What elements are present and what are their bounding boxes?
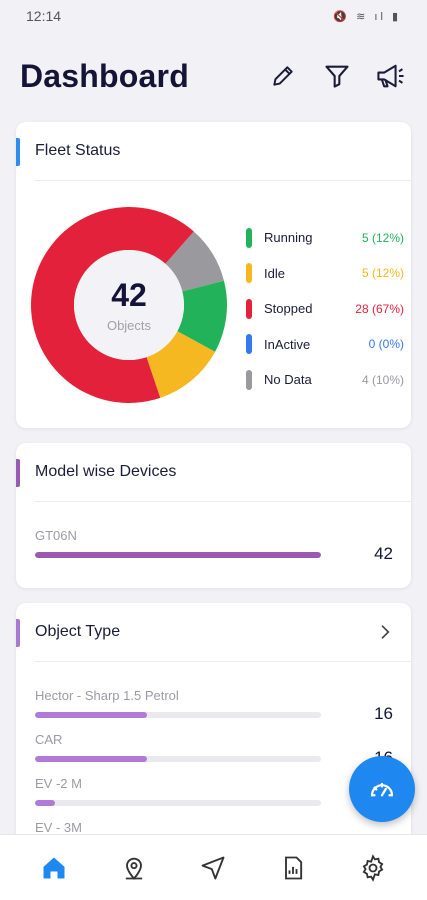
fleet-legend: Running 5 (12%) Idle 5 (12%) Stopped 28 … [246,220,404,398]
status-bar: 12:14 🔇 ≋ ıl ▮ [0,0,427,32]
object-type-bar-track [35,800,321,806]
object-type-value: 16 [374,704,393,723]
filter-icon [325,65,349,88]
divider [35,661,411,662]
model-row-gt06n[interactable]: GT06N 42 [16,528,411,563]
legend-label: Idle [264,265,285,281]
fleet-donut-chart[interactable]: 42 Objects [30,206,228,404]
donut-center: 42 Objects [30,206,228,404]
header: Dashboard [0,48,427,104]
nav-location[interactable] [112,846,156,890]
object-type-bar-track [35,712,321,718]
legend-item-no-data[interactable]: No Data 4 (10%) [246,362,404,398]
location-pin-icon [125,857,142,880]
model-devices-header: Model wise Devices [16,443,411,501]
model-label: GT06N [35,528,77,543]
nav-reports[interactable] [271,846,315,890]
megaphone-icon [377,64,404,88]
object-type-row[interactable]: CAR 16 [16,732,411,767]
object-type-label: EV - 3M [35,820,82,835]
legend-swatch [246,334,252,355]
legend-swatch [246,298,252,319]
page-title: Dashboard [20,57,189,94]
object-type-bar-track [35,756,321,762]
legend-label: Running [264,230,313,246]
object-type-title: Object Type [35,623,121,640]
object-type-card: Object Type Hector - Sharp 1.5 Petrol 16… [16,603,411,843]
object-type-row[interactable]: EV - 3M [16,820,411,835]
fleet-status-card: Fleet Status 42 Objects Running 5 (12%) … [16,122,411,428]
donut-hole [74,250,184,360]
model-wise-devices-card: Model wise Devices GT06N 42 [16,443,411,588]
object-type-bar-fill [35,712,147,718]
fleet-status-title: Fleet Status [35,142,121,159]
model-value: 42 [374,544,393,563]
donut-slice-running[interactable] [177,280,227,352]
object-type-label: CAR [35,732,63,747]
settings-gear-icon [362,853,384,882]
legend-item-inactive[interactable]: InActive 0 (0%) [246,327,404,363]
legend-swatch [246,263,252,284]
total-objects-count: 42 [111,277,147,313]
nav-settings[interactable] [351,846,395,890]
legend-item-idle[interactable]: Idle 5 (12%) [246,256,404,292]
legend-item-stopped[interactable]: Stopped 28 (67%) [246,291,404,327]
dashboard-fab-button[interactable] [349,756,415,822]
model-bar-track [35,552,321,558]
object-type-bar-fill [35,800,56,806]
speedometer-icon [370,782,394,797]
nav-navigation[interactable] [191,846,235,890]
edit-button[interactable] [267,60,299,92]
navigation-arrow-icon [202,856,225,879]
legend-label: No Data [264,372,312,388]
model-bar-fill [35,552,321,558]
donut-slice-idle[interactable] [146,331,216,398]
chevron-right-icon[interactable] [375,622,395,642]
model-devices-title: Model wise Devices [35,463,177,480]
bottom-nav [0,834,427,900]
pencil-icon [273,66,293,86]
header-actions [267,60,407,92]
object-type-label: EV -2 M [35,776,82,791]
legend-swatch [246,227,252,248]
object-type-row[interactable]: Hector - Sharp 1.5 Petrol 16 [16,688,411,723]
status-icons: 🔇 ≋ ıl ▮ [333,10,401,23]
legend-value: 0 (0%) [368,337,404,352]
card-accent [16,138,20,166]
legend-value: 4 (10%) [361,372,404,387]
total-objects-label: Objects [106,318,152,333]
card-accent [16,459,20,487]
divider [35,180,411,181]
legend-item-running[interactable]: Running 5 (12%) [246,220,404,256]
report-icon [285,856,303,879]
fleet-status-header: Fleet Status [16,122,411,180]
announcement-button[interactable] [375,60,407,92]
legend-swatch [246,369,252,390]
divider [35,501,411,502]
object-type-bar-fill [35,756,147,762]
legend-value: 5 (12%) [361,266,404,281]
home-icon [43,857,65,878]
filter-button[interactable] [321,60,353,92]
legend-label: Stopped [264,301,313,317]
legend-label: InActive [264,336,311,352]
legend-value: 5 (12%) [361,230,404,245]
object-type-row[interactable]: EV -2 M [16,776,411,806]
nav-home[interactable] [32,846,76,890]
legend-value: 28 (67%) [355,301,404,316]
donut-slice-stopped[interactable] [30,206,194,403]
donut-slice-no-data[interactable] [165,231,224,292]
object-type-label: Hector - Sharp 1.5 Petrol [35,688,179,703]
status-time: 12:14 [26,8,62,24]
card-accent [16,619,20,647]
object-type-header[interactable]: Object Type [16,603,411,661]
